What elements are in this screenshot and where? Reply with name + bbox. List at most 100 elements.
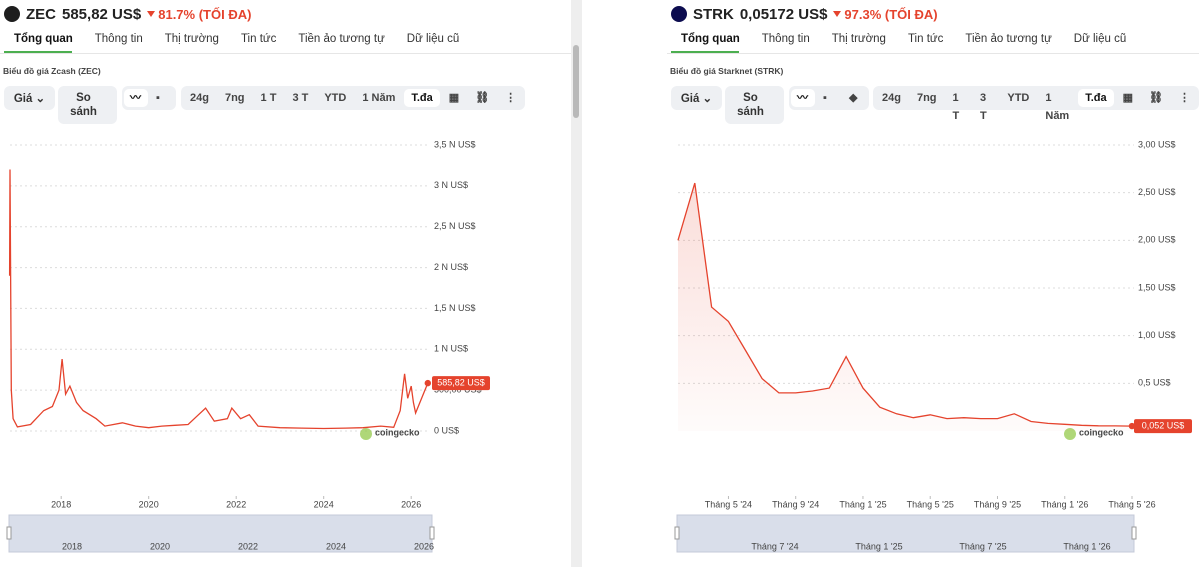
- active-tab-indicator: [671, 51, 739, 53]
- y-tick-label: 1,5 N US$: [434, 303, 476, 313]
- watermark: coingecko: [375, 427, 420, 437]
- value-label: 0,052 US$: [1142, 420, 1185, 430]
- range-button[interactable]: YTD: [1007, 92, 1030, 104]
- y-tick-label: 0 US$: [434, 425, 459, 435]
- x-tick-label: 2024: [314, 499, 334, 509]
- navigator-label: 2026: [414, 541, 434, 551]
- change-text: 81.7% (TỐI ĐA): [158, 6, 252, 22]
- range-button[interactable]: 24g: [190, 92, 209, 104]
- navigator-label: Tháng 1 '26: [1063, 541, 1110, 551]
- range-button[interactable]: 1 Năm: [362, 92, 396, 104]
- y-tick-label: 2,50 US$: [1138, 187, 1176, 197]
- last-point: [424, 379, 432, 387]
- tab[interactable]: Thông tin: [761, 33, 810, 45]
- tab-separator: [0, 53, 571, 54]
- compare-dropdown[interactable]: So sánh: [58, 86, 117, 124]
- x-tick-label: Tháng 9 '24: [772, 499, 819, 509]
- tab[interactable]: Tiền ảo tương tự: [298, 33, 385, 45]
- range-button[interactable]: 3 T: [979, 92, 987, 122]
- navigator: [676, 514, 1135, 553]
- x-tick-label: Tháng 1 '25: [839, 499, 886, 509]
- navigator-handle: [429, 526, 435, 540]
- more-icon[interactable]: ⋮: [505, 92, 517, 104]
- value-label: 585,82 US$: [437, 378, 485, 388]
- chart-label: Biểu đồ giá Starknet (STRK): [670, 66, 784, 76]
- range-button[interactable]: YTD: [324, 92, 347, 104]
- range-button[interactable]: 3 T: [292, 92, 309, 104]
- calendar-icon[interactable]: ▦: [1122, 92, 1134, 104]
- navigator-label: 2018: [62, 541, 82, 551]
- range-button[interactable]: 1 T: [260, 92, 277, 104]
- range-group: 24g 7ng 1 T 3 T YTD 1 Năm T.đa ▦ ⛓ ⋮: [181, 86, 526, 110]
- watermark-logo: [360, 428, 372, 440]
- compare-dropdown[interactable]: So sánh: [725, 86, 784, 124]
- price-dropdown[interactable]: Giá ⌄: [4, 86, 55, 110]
- header: STRK 0,05172 US$ 97.3% (TỐI ĐA): [671, 4, 938, 24]
- price-dropdown[interactable]: Giá ⌄: [671, 86, 722, 110]
- chart-type-icon[interactable]: 〰: [124, 89, 148, 107]
- navigator-label: 2020: [150, 541, 170, 551]
- chart-type-group: 〰 ▪: [122, 86, 176, 110]
- navigator-label: 2024: [326, 541, 346, 551]
- header: ZEC 585,82 US$ 81.7% (TỐI ĐA): [4, 4, 251, 24]
- range-button[interactable]: T.đa: [404, 89, 440, 107]
- scrollbar[interactable]: [573, 45, 579, 118]
- range-button[interactable]: T.đa: [1078, 89, 1114, 107]
- tab[interactable]: Thông tin: [94, 33, 143, 45]
- down-arrow: [147, 11, 156, 17]
- y-tick-label: 3,00 US$: [1138, 139, 1176, 149]
- price-change: 81.7% (TỐI ĐA): [147, 7, 251, 22]
- navigator-label: Tháng 1 '25: [855, 541, 902, 551]
- chart-type-icon[interactable]: 〰: [791, 89, 815, 107]
- tab[interactable]: Dữ liệu cũ: [1073, 33, 1127, 45]
- tab[interactable]: Tin tức: [907, 33, 944, 45]
- price-line: [8, 169, 429, 430]
- tab[interactable]: Tổng quan: [681, 33, 740, 45]
- chart-type-icon[interactable]: ▪: [823, 92, 827, 104]
- tab-separator: [667, 53, 1199, 54]
- navigator-label: Tháng 7 '24: [751, 541, 798, 551]
- range-button[interactable]: 7ng: [224, 92, 245, 104]
- more-icon[interactable]: ⋮: [1179, 92, 1190, 104]
- coin-price: 585,82 US$: [62, 5, 142, 23]
- navigator: [8, 514, 433, 553]
- tab[interactable]: Tiền ảo tương tự: [965, 33, 1052, 45]
- range-button[interactable]: 7ng: [916, 92, 937, 104]
- y-tick-label: 2,00 US$: [1138, 235, 1176, 245]
- tab[interactable]: Dữ liệu cũ: [406, 33, 460, 45]
- y-tick-label: 2 N US$: [434, 262, 468, 272]
- y-tick-label: 3 N US$: [434, 180, 468, 190]
- calendar-icon[interactable]: ▦: [448, 92, 460, 104]
- tab[interactable]: Thị trường: [164, 33, 219, 45]
- x-tick-label: Tháng 9 '25: [974, 499, 1021, 509]
- chart-type-icon[interactable]: ▪: [156, 92, 160, 104]
- divider: [571, 0, 582, 567]
- range-button[interactable]: 1 Năm: [1045, 92, 1070, 122]
- down-arrow: [833, 11, 842, 17]
- link-icon[interactable]: ⛓: [1149, 92, 1163, 104]
- chart-type-group: 〰 ▪ ◆: [789, 86, 869, 110]
- y-tick-label: 1,50 US$: [1138, 282, 1176, 292]
- range-button[interactable]: 1 T: [952, 92, 960, 122]
- x-tick-label: 2020: [139, 499, 159, 509]
- navigator-label: 2022: [238, 541, 258, 551]
- x-tick-label: Tháng 5 '25: [907, 499, 954, 509]
- coin-logo: [671, 6, 687, 22]
- x-tick-label: 2022: [226, 499, 246, 509]
- navigator-handle: [674, 526, 680, 540]
- y-tick-label: 3,5 N US$: [434, 139, 476, 149]
- tab[interactable]: Tin tức: [240, 33, 277, 45]
- link-icon[interactable]: ⛓: [475, 92, 490, 104]
- area: [678, 183, 1132, 431]
- y-tick-label: 1,00 US$: [1138, 330, 1176, 340]
- coin-symbol: ZEC: [26, 5, 56, 23]
- range-button[interactable]: 24g: [882, 92, 901, 104]
- chart-label: Biểu đồ giá Zcash (ZEC): [3, 66, 101, 76]
- chart-type-icon[interactable]: ◆: [849, 92, 858, 104]
- x-tick-label: Tháng 5 '24: [705, 499, 752, 509]
- x-tick-label: Tháng 5 '26: [1108, 499, 1155, 509]
- tab[interactable]: Thị trường: [831, 33, 886, 45]
- tab[interactable]: Tổng quan: [14, 33, 73, 45]
- tab-bar: Tổng quan Thông tin Thị trường Tin tức Tiền …: [3, 32, 470, 50]
